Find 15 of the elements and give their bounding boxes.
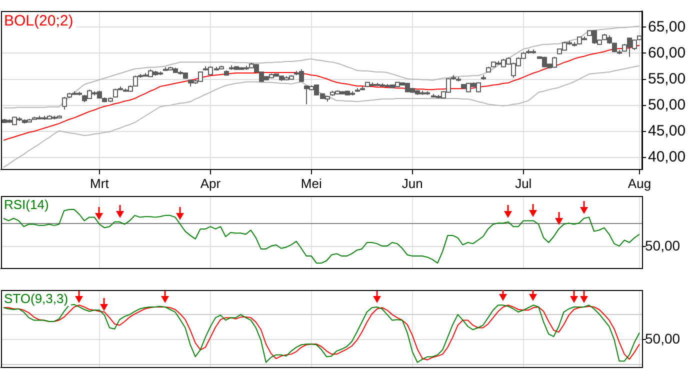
x-tick-label: Mei bbox=[300, 176, 322, 191]
y-tick-label: 60,00 bbox=[648, 44, 686, 62]
y-tick-label: 55,00 bbox=[648, 70, 686, 88]
y-tick-label: 45,00 bbox=[648, 122, 686, 140]
x-tick-label: Apr bbox=[200, 176, 222, 191]
chart-title: BOL(20;2) bbox=[4, 12, 74, 30]
y-tick-label: 65,00 bbox=[648, 18, 686, 36]
x-tick-label: Aug bbox=[628, 176, 652, 191]
x-tick-label: Jun bbox=[402, 176, 423, 191]
x-tick-label: Jul bbox=[515, 176, 532, 191]
y-tick-label: 50,00 bbox=[648, 96, 686, 114]
x-tick-label: Mrt bbox=[90, 176, 110, 191]
y-tick-label: 40,00 bbox=[648, 148, 686, 166]
chart-title: STO(9,3,3) bbox=[4, 291, 68, 306]
chart-title: RSI(14) bbox=[4, 197, 49, 212]
